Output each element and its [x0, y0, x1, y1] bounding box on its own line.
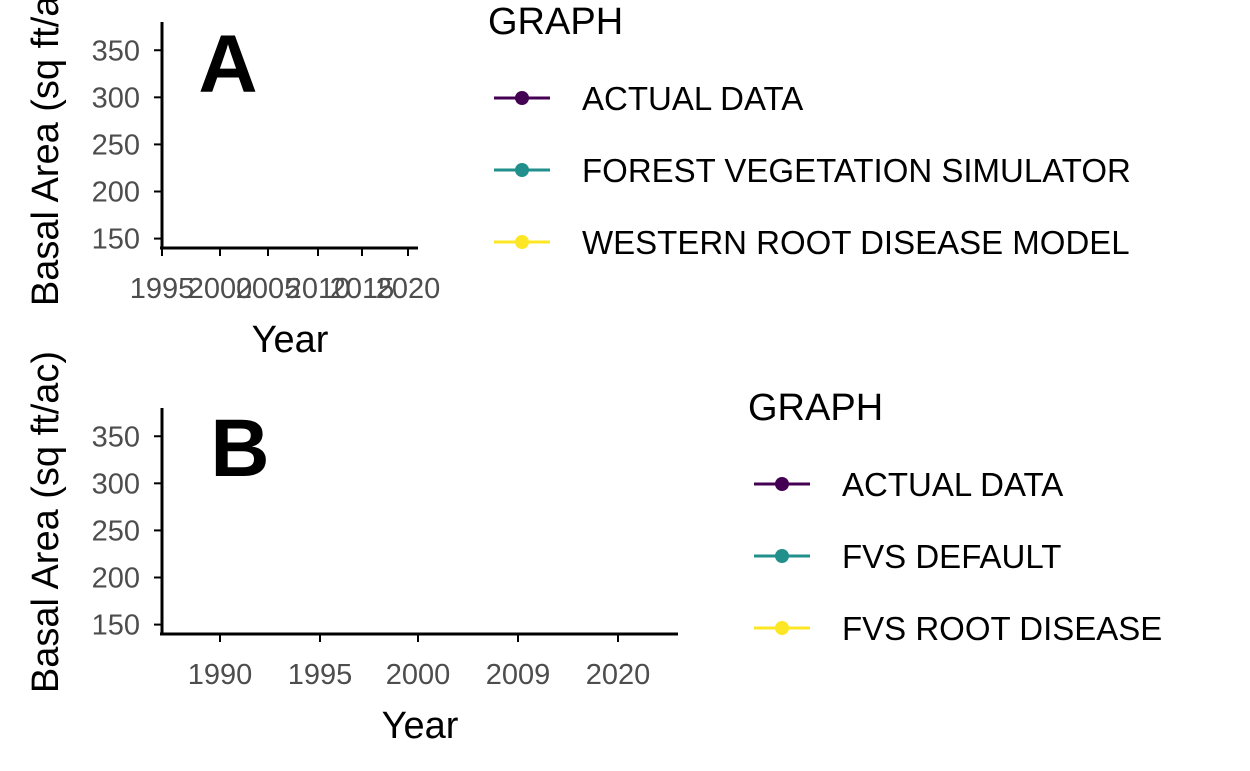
panel-b-legend-title: GRAPH: [748, 387, 883, 429]
legend-key-point: [515, 163, 529, 177]
panel-a-xlabel: Year: [252, 319, 329, 361]
legend-item: ACTUAL DATA: [494, 80, 803, 117]
panel-a: Basal Area (sq ft/ac) 150 200 250 300 350 19…: [25, 0, 1131, 361]
legend-item: FVS DEFAULT: [754, 538, 1061, 575]
y-tick-label: 350: [92, 35, 140, 67]
legend-item: FVS ROOT DISEASE: [754, 610, 1162, 647]
panel-b-ylabel: Basal Area (sq ft/ac): [25, 351, 67, 693]
x-tick-label: 2010: [286, 273, 351, 305]
y-tick-label: 300: [92, 82, 140, 114]
legend-label: FOREST VEGETATION SIMULATOR: [582, 152, 1131, 189]
x-tick-label: 2015: [330, 273, 395, 305]
y-tick-label: 300: [92, 468, 140, 500]
panel-a-y-ticks: 150 200 250 300 350: [92, 35, 162, 256]
legend-item: FOREST VEGETATION SIMULATOR: [494, 152, 1131, 189]
legend-key-point: [775, 549, 789, 563]
x-tick-label: 2005: [236, 273, 301, 305]
panel-b-tag: B: [210, 403, 269, 494]
x-tick-label: 1990: [188, 659, 253, 691]
panel-a-legend: GRAPH ACTUAL DATA FOREST VEGETATION SIMUL…: [488, 1, 1131, 261]
legend-key-point: [775, 621, 789, 635]
legend-label: ACTUAL DATA: [582, 80, 803, 117]
y-tick-label: 150: [92, 224, 140, 256]
y-tick-label: 200: [92, 177, 140, 209]
legend-label: WESTERN ROOT DISEASE MODEL: [582, 224, 1130, 261]
legend-item: ACTUAL DATA: [754, 466, 1063, 503]
panel-b-xlabel: Year: [382, 705, 459, 747]
y-tick-label: 150: [92, 610, 140, 642]
y-tick-label: 200: [92, 563, 140, 595]
x-tick-label: 2009: [486, 659, 551, 691]
y-tick-label: 250: [92, 129, 140, 161]
panel-a-ylabel: Basal Area (sq ft/ac): [25, 0, 67, 306]
panel-a-legend-title: GRAPH: [488, 1, 623, 43]
x-tick-label: 1995: [288, 659, 353, 691]
legend-label: FVS ROOT DISEASE: [842, 610, 1162, 647]
panel-b: Basal Area (sq ft/ac) 150 200 250 300 350 19…: [25, 351, 1162, 747]
x-tick-label: 2000: [188, 273, 253, 305]
legend-item: WESTERN ROOT DISEASE MODEL: [494, 224, 1130, 261]
y-tick-label: 350: [92, 421, 140, 453]
panel-b-x-ticks: 1990 1995 2000 2009 2020: [188, 634, 651, 691]
x-tick-label: 2020: [376, 273, 441, 305]
legend-key-point: [515, 235, 529, 249]
legend-label: ACTUAL DATA: [842, 466, 1063, 503]
panel-a-tag: A: [198, 19, 257, 110]
legend-key-point: [515, 91, 529, 105]
panel-b-legend: GRAPH ACTUAL DATA FVS DEFAULT FVS ROOT DIS…: [748, 387, 1162, 647]
panel-b-y-ticks: 150 200 250 300 350: [92, 421, 162, 642]
x-tick-label: 1995: [130, 273, 195, 305]
x-tick-label: 2020: [586, 659, 651, 691]
x-tick-label: 2000: [386, 659, 451, 691]
legend-label: FVS DEFAULT: [842, 538, 1061, 575]
y-tick-label: 250: [92, 515, 140, 547]
legend-key-point: [775, 477, 789, 491]
